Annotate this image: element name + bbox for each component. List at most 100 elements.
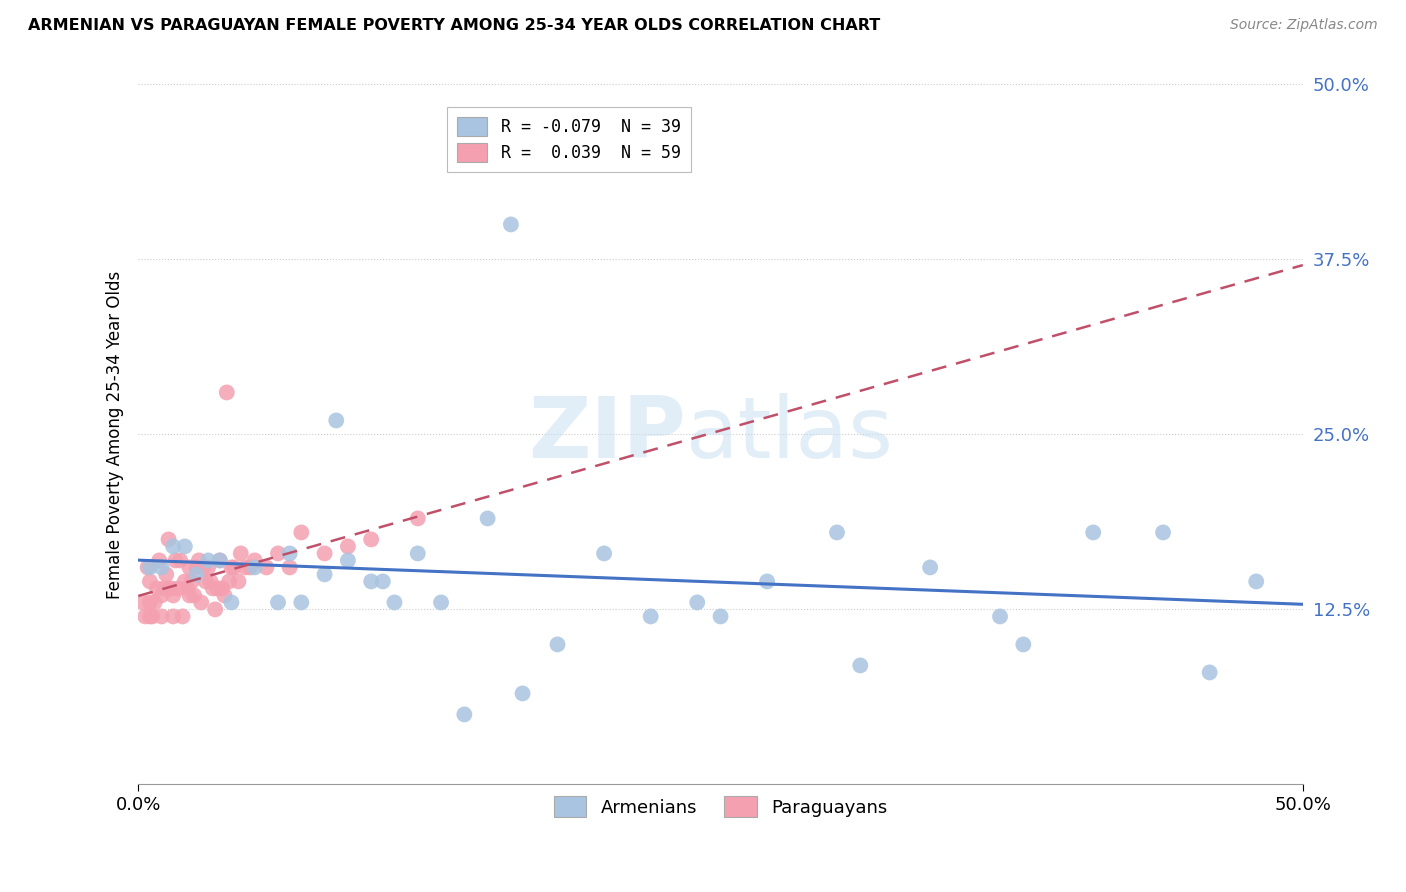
Point	[218, 574, 240, 589]
Point	[849, 658, 872, 673]
Point	[139, 595, 162, 609]
Point	[686, 595, 709, 609]
Point	[157, 533, 180, 547]
Point	[214, 589, 236, 603]
Text: ARMENIAN VS PARAGUAYAN FEMALE POVERTY AMONG 25-34 YEAR OLDS CORRELATION CHART: ARMENIAN VS PARAGUAYAN FEMALE POVERTY AM…	[28, 18, 880, 33]
Point	[180, 574, 202, 589]
Point	[314, 546, 336, 560]
Point	[162, 589, 184, 603]
Point	[160, 582, 183, 596]
Point	[430, 595, 453, 609]
Point	[208, 553, 231, 567]
Point	[235, 560, 257, 574]
Point	[512, 686, 534, 700]
Point	[208, 553, 231, 567]
Point	[406, 546, 429, 560]
Point	[197, 560, 219, 574]
Point	[243, 560, 266, 574]
Legend: Armenians, Paraguayans: Armenians, Paraguayans	[547, 789, 894, 824]
Point	[155, 567, 177, 582]
Point	[148, 553, 170, 567]
Point	[1152, 525, 1174, 540]
Point	[201, 582, 224, 596]
Point	[290, 595, 312, 609]
Point	[254, 560, 277, 574]
Point	[267, 595, 290, 609]
Point	[278, 560, 301, 574]
Point	[179, 589, 201, 603]
Point	[167, 582, 190, 596]
Point	[477, 511, 499, 525]
Point	[204, 602, 226, 616]
Point	[146, 582, 169, 596]
Point	[157, 582, 180, 596]
Point	[360, 574, 382, 589]
Point	[150, 609, 173, 624]
Point	[176, 582, 198, 596]
Point	[267, 546, 290, 560]
Point	[211, 582, 233, 596]
Point	[229, 546, 252, 560]
Point	[141, 609, 163, 624]
Point	[150, 560, 173, 574]
Point	[153, 582, 176, 596]
Point	[173, 574, 195, 589]
Point	[756, 574, 779, 589]
Point	[221, 560, 243, 574]
Point	[183, 589, 205, 603]
Point	[165, 553, 187, 567]
Point	[139, 609, 162, 624]
Point	[150, 589, 173, 603]
Point	[187, 553, 209, 567]
Point	[190, 595, 212, 609]
Point	[193, 560, 215, 574]
Point	[197, 553, 219, 567]
Point	[547, 637, 569, 651]
Point	[453, 707, 475, 722]
Point	[207, 582, 229, 596]
Point	[143, 595, 166, 609]
Point	[278, 546, 301, 560]
Point	[239, 560, 262, 574]
Point	[169, 553, 191, 567]
Point	[222, 560, 245, 574]
Point	[499, 218, 522, 232]
Point	[215, 385, 238, 400]
Text: Source: ZipAtlas.com: Source: ZipAtlas.com	[1230, 18, 1378, 32]
Point	[314, 567, 336, 582]
Point	[336, 540, 359, 554]
Point	[360, 533, 382, 547]
Point	[336, 553, 359, 567]
Point	[136, 560, 159, 574]
Point	[406, 511, 429, 525]
Text: atlas: atlas	[686, 393, 894, 476]
Point	[186, 560, 208, 574]
Point	[162, 540, 184, 554]
Point	[371, 574, 394, 589]
Point	[709, 609, 731, 624]
Text: ZIP: ZIP	[527, 393, 686, 476]
Point	[988, 609, 1011, 624]
Point	[173, 540, 195, 554]
Point	[1012, 637, 1035, 651]
Point	[243, 553, 266, 567]
Point	[172, 609, 194, 624]
Point	[593, 546, 616, 560]
Point	[825, 525, 848, 540]
Point	[290, 525, 312, 540]
Point	[194, 574, 217, 589]
Point	[384, 595, 406, 609]
Point	[132, 595, 155, 609]
Point	[1244, 574, 1267, 589]
Point	[134, 609, 156, 624]
Point	[162, 609, 184, 624]
Point	[139, 560, 162, 574]
Point	[640, 609, 662, 624]
Point	[186, 567, 208, 582]
Point	[200, 574, 222, 589]
Point	[179, 560, 201, 574]
Y-axis label: Female Poverty Among 25-34 Year Olds: Female Poverty Among 25-34 Year Olds	[107, 270, 124, 599]
Point	[920, 560, 942, 574]
Point	[1083, 525, 1105, 540]
Point	[221, 595, 243, 609]
